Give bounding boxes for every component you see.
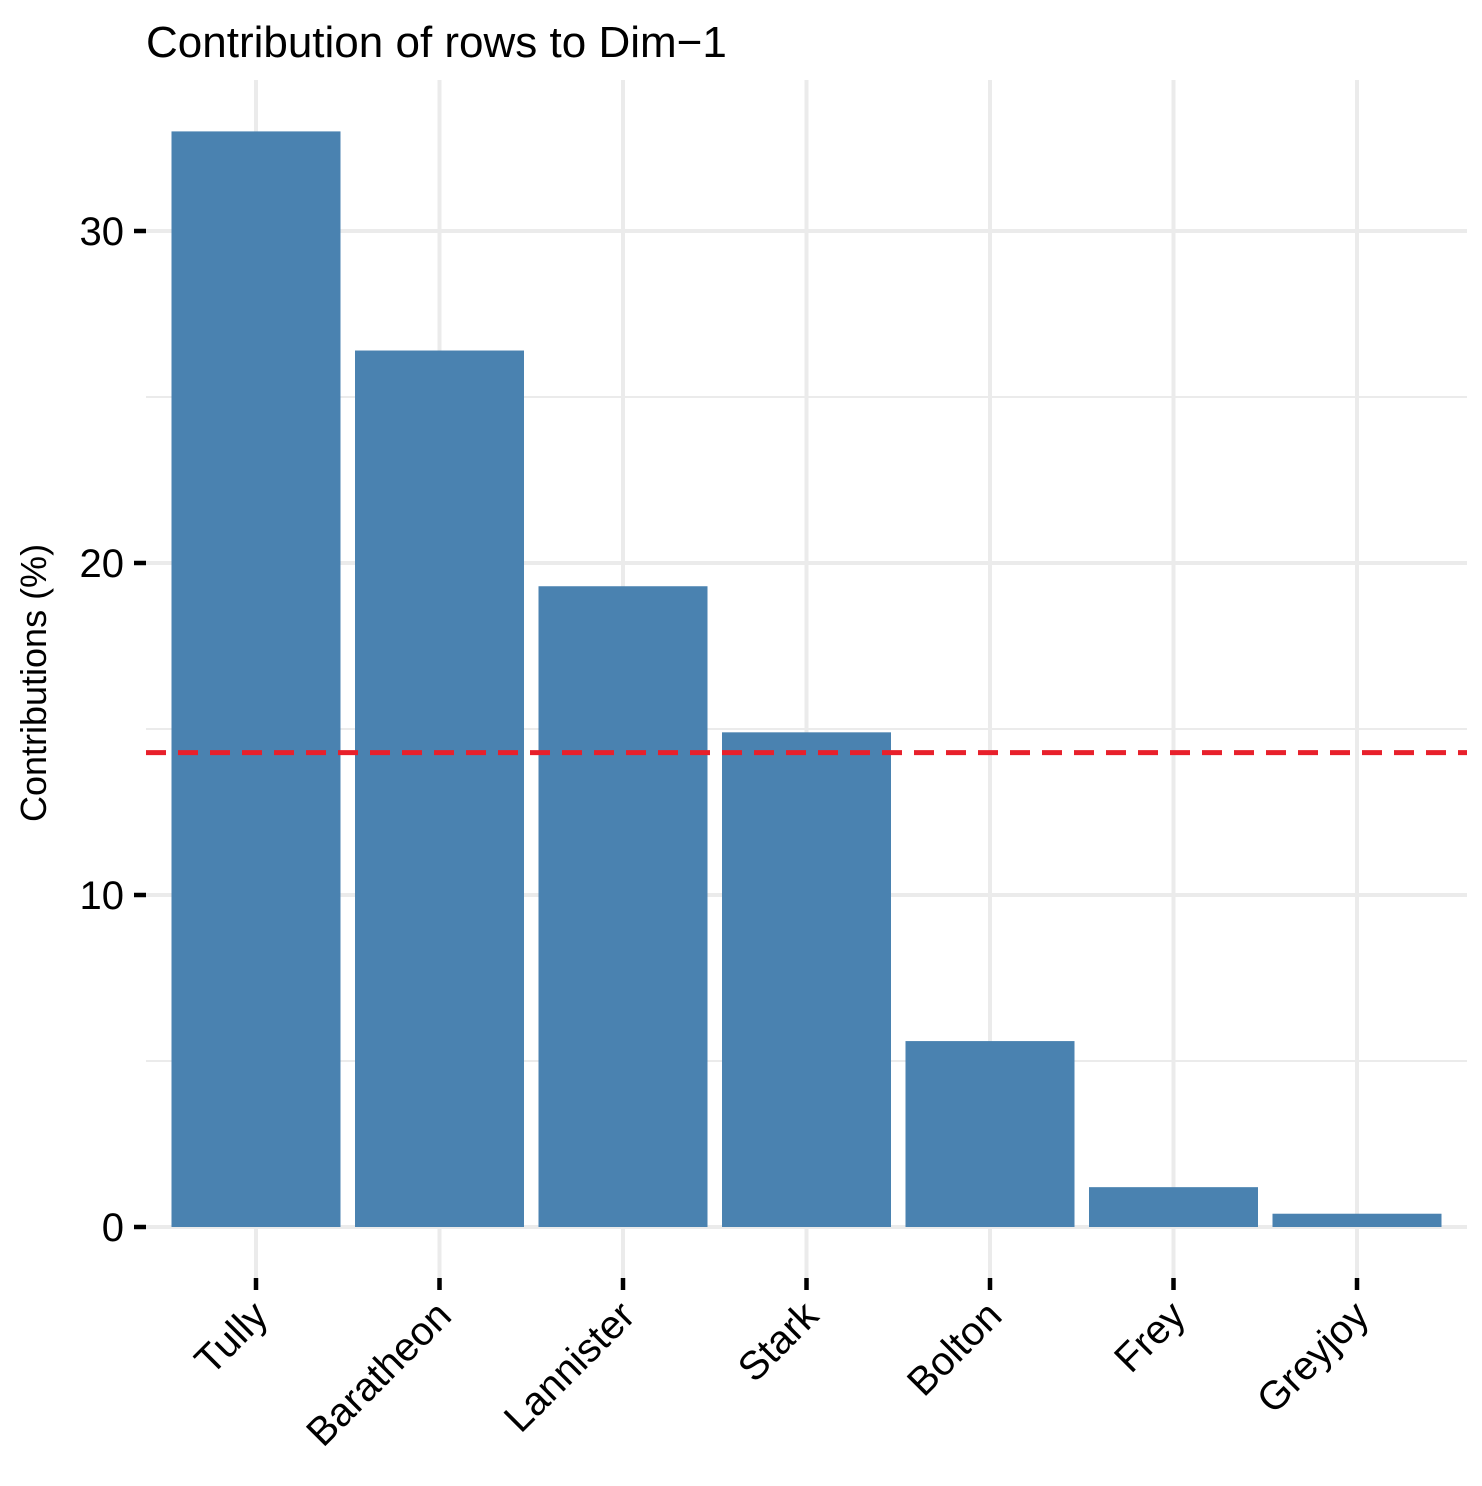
- bar-tully: [171, 131, 341, 1227]
- bar-greyjoy: [1272, 1213, 1442, 1227]
- x-tick-label: Frey: [1106, 1293, 1194, 1381]
- x-tick-label: Baratheon: [298, 1293, 460, 1455]
- x-tick-label: Greyjoy: [1249, 1293, 1378, 1422]
- bars: [171, 131, 1442, 1227]
- x-tick-label: Tully: [187, 1293, 277, 1383]
- y-tick-label: 10: [80, 874, 125, 918]
- y-axis: 0 10 20 30: [80, 210, 146, 1250]
- y-tick-label: 0: [102, 1206, 124, 1250]
- x-tick-label: Lannister: [496, 1293, 643, 1440]
- bar-lannister: [538, 586, 708, 1227]
- chart-title: Contribution of rows to Dim−1: [146, 18, 727, 67]
- y-axis-title: Contributions (%): [13, 544, 54, 822]
- bar-stark: [722, 732, 891, 1227]
- y-tick-label: 20: [80, 542, 125, 586]
- x-tick-label: Bolton: [899, 1293, 1010, 1404]
- y-tick-label: 30: [80, 210, 125, 254]
- bar-baratheon: [355, 350, 524, 1227]
- x-axis: Tully Baratheon Lannister Stark Bolton Frey Gr…: [187, 1278, 1378, 1455]
- x-tick-label: Stark: [730, 1293, 828, 1391]
- bar-bolton: [905, 1041, 1075, 1227]
- bar-frey: [1089, 1187, 1258, 1227]
